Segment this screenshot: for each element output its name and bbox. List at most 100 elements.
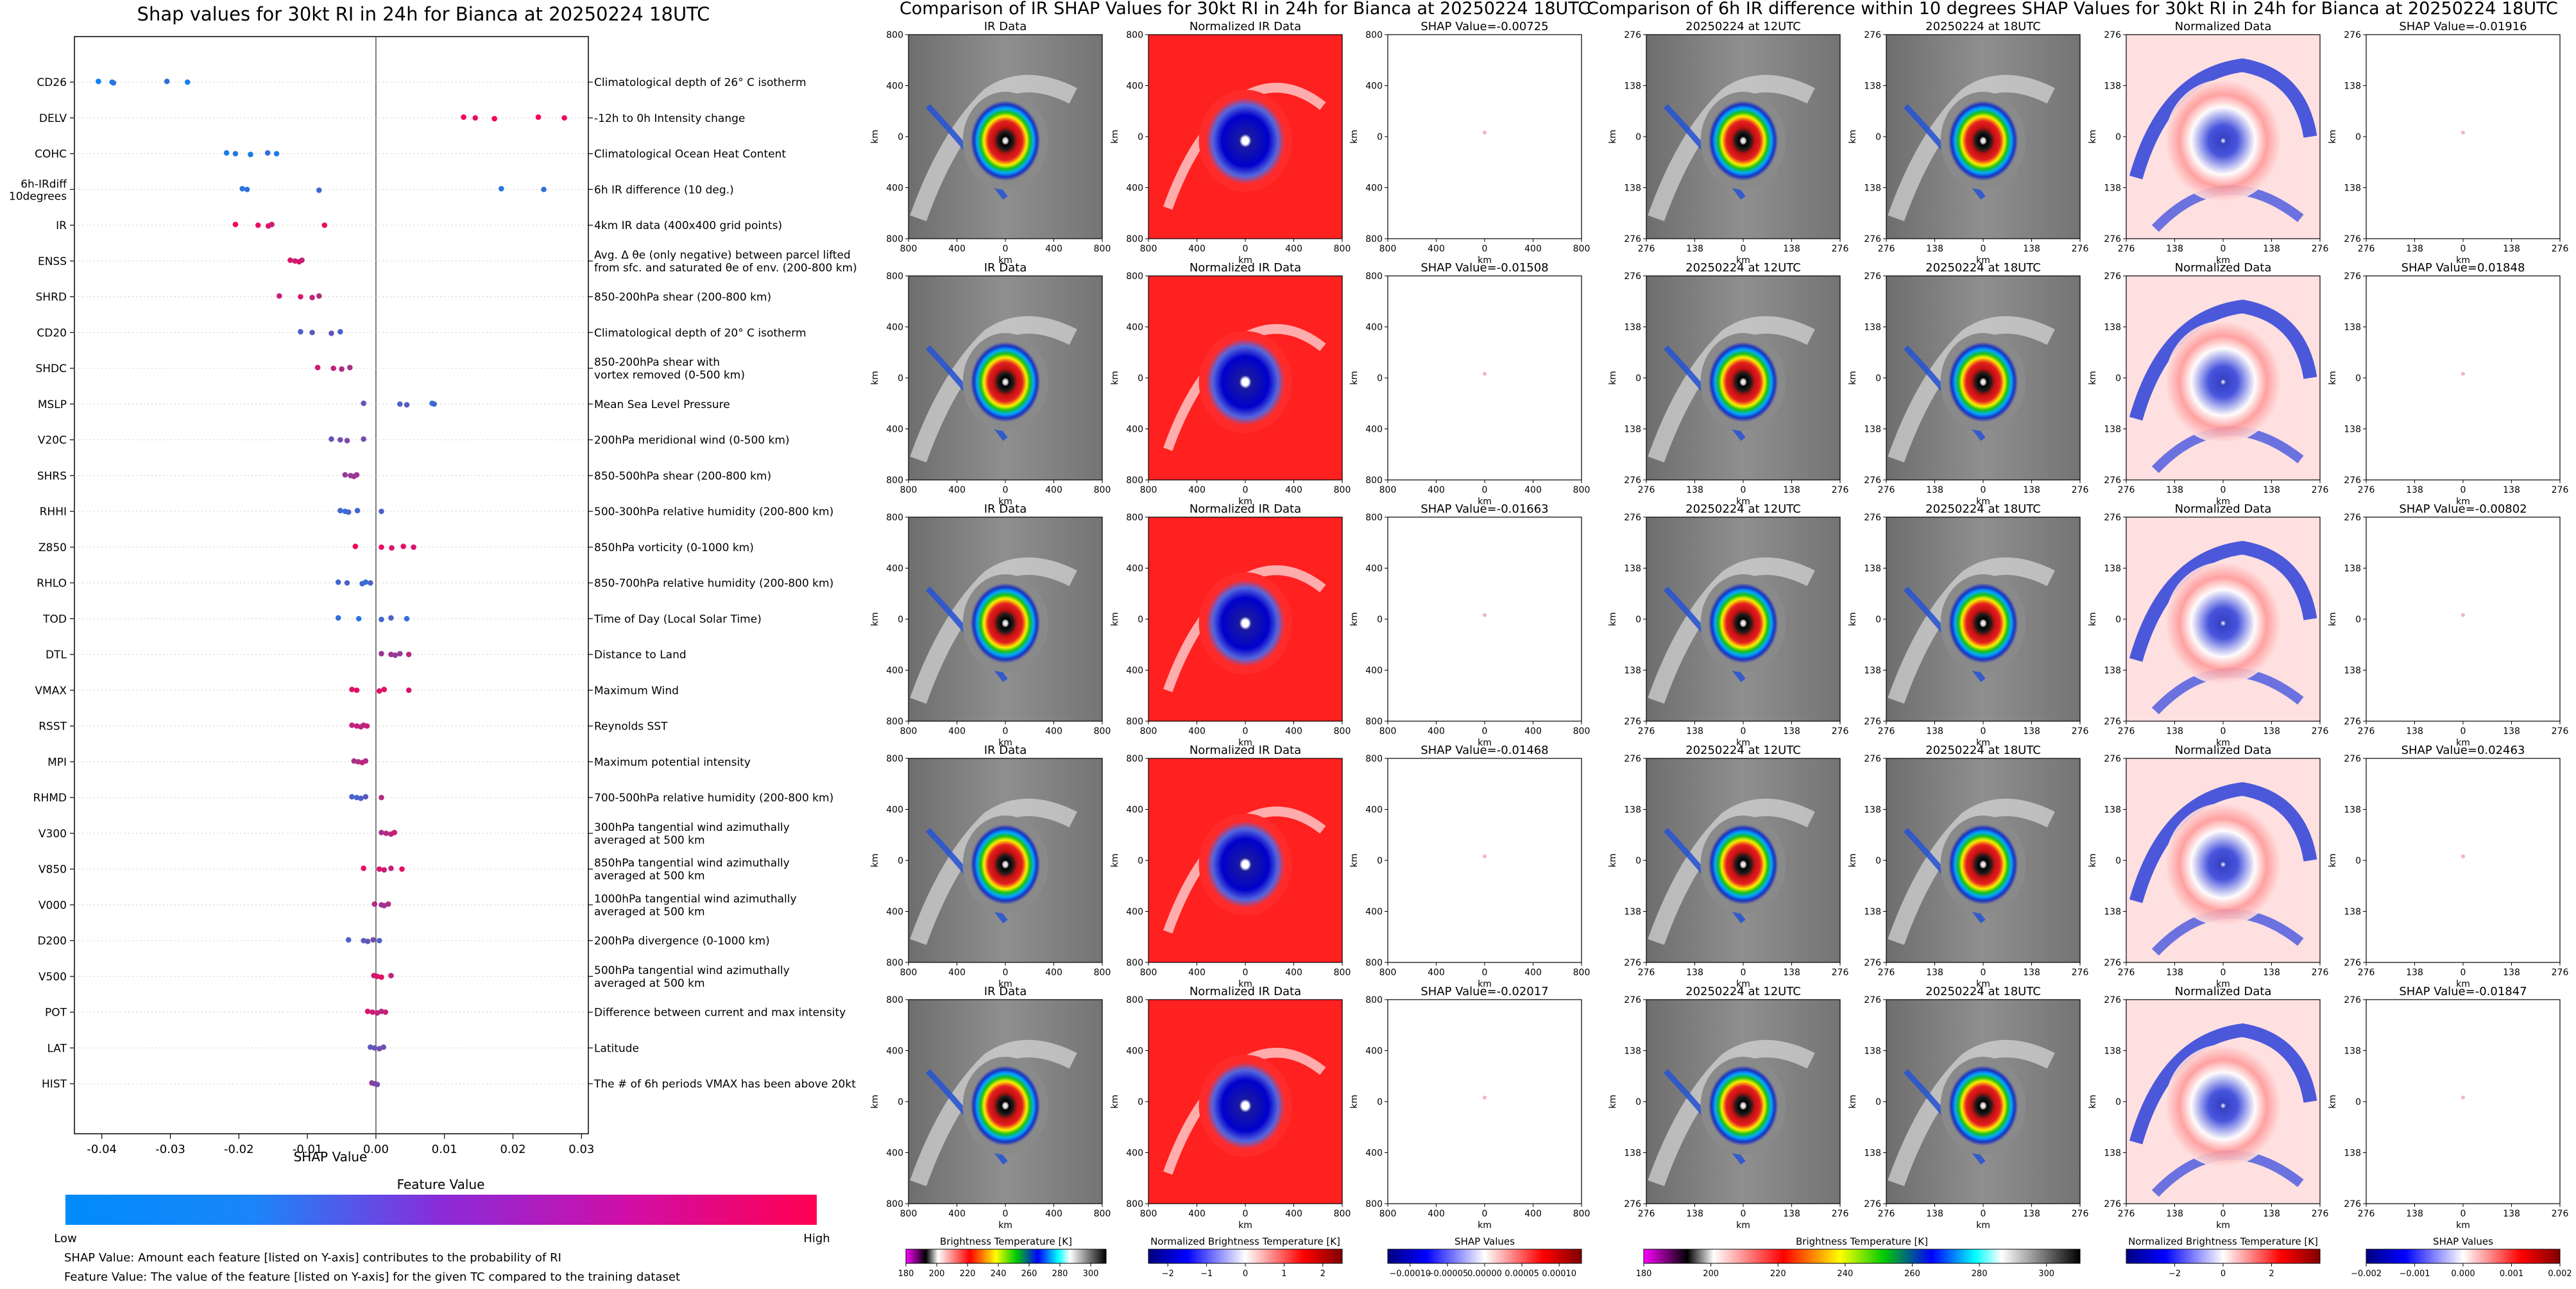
- shap-point: [371, 1045, 378, 1051]
- shap-highlight: [2461, 371, 2465, 376]
- ir-difference-section: Comparison of 6h IR difference within 10…: [1587, 0, 2572, 1279]
- panel-title: IR Data: [984, 261, 1027, 275]
- shap-x-tick-label: -0.03: [155, 1143, 185, 1156]
- panel-y-axis-label: km: [2328, 612, 2338, 626]
- panel-x-tick-label: 276: [1638, 1209, 1655, 1219]
- panel-title: Normalized Data: [2175, 985, 2272, 998]
- storm-core: [962, 92, 1048, 190]
- panel-y-tick-label: 0: [898, 132, 903, 142]
- shap-point: [255, 222, 261, 228]
- colorbar-tick-label: 0: [1243, 1269, 1248, 1279]
- panel-x-axis-label: km: [2456, 979, 2470, 989]
- shap-point: [461, 114, 466, 120]
- panel-y-tick-label: 276: [1624, 995, 1641, 1005]
- panel-x-axis-label: km: [2216, 255, 2230, 266]
- panel-x-tick-label: 800: [1140, 244, 1157, 254]
- panel-y-tick-label: 400: [1365, 805, 1383, 815]
- panel-x-tick-label: 138: [2503, 485, 2520, 495]
- panel-x-tick-label: 276: [1832, 485, 1849, 495]
- shap-highlight: [1483, 130, 1487, 135]
- panel-x-axis-label: km: [998, 255, 1012, 266]
- shap-point: [374, 1081, 380, 1088]
- panel-x-axis-label: km: [1736, 979, 1750, 989]
- panel-x-tick-label: 276: [2312, 726, 2329, 737]
- colorbar-tick-label: 0.000: [2451, 1269, 2475, 1279]
- panel-title: Normalized Data: [2175, 744, 2272, 757]
- feature-label: DTL: [46, 649, 67, 662]
- colorbar-tick-label: 0.00000: [1467, 1269, 1502, 1279]
- shap-map-background: [1388, 758, 1582, 962]
- colorbar-label: Normalized Brightness Temperature [K]: [1150, 1236, 1340, 1247]
- panel-y-tick-label: 0: [2115, 856, 2121, 866]
- panel-x-tick-label: 276: [2118, 968, 2135, 978]
- panel-title: Normalized IR Data: [1190, 261, 1301, 275]
- feature-description: Time of Day (Local Solar Time): [593, 613, 762, 626]
- colorbar-tick-label: −1: [1200, 1269, 1213, 1279]
- panel-y-tick-label: 138: [2344, 805, 2361, 815]
- panel-y-tick-label: 0: [1635, 1097, 1641, 1107]
- shap-map-background: [2366, 1000, 2560, 1204]
- feature-description: Climatological Ocean Heat Content: [594, 148, 786, 161]
- panel-title: Normalized Data: [2175, 502, 2272, 516]
- shap-point: [239, 185, 245, 192]
- colorbar-label: Brightness Temperature [K]: [1796, 1236, 1928, 1247]
- shap-point: [339, 366, 345, 372]
- feature-description: 850hPa vorticity (0-1000 km): [594, 542, 754, 554]
- shap-map-background: [2366, 35, 2560, 239]
- panel-y-tick-label: 0: [1875, 132, 1881, 142]
- panel-x-tick-label: 276: [2552, 968, 2569, 978]
- feature-label: HIST: [42, 1078, 67, 1091]
- colorbar-tick-label: 1: [1281, 1269, 1286, 1279]
- panel-x-tick-label: 138: [1783, 968, 1800, 978]
- panel-x-axis-label: km: [1736, 738, 1750, 748]
- colorbar-tick-label: 0: [2221, 1269, 2226, 1279]
- panel-y-tick-label: 0: [2355, 856, 2361, 866]
- shap-point: [371, 901, 378, 907]
- panel-x-axis-label: km: [1976, 497, 1990, 507]
- panel-y-tick-label: 276: [2104, 1199, 2121, 1209]
- panel-x-tick-label: 0: [2461, 968, 2466, 978]
- shap-point: [383, 830, 389, 837]
- shap-point: [399, 866, 405, 872]
- panel-y-tick-label: 138: [1864, 184, 1881, 194]
- shap-point: [351, 758, 357, 764]
- shap-point: [264, 150, 271, 156]
- panel-y-tick-label: 276: [2104, 475, 2121, 486]
- panel-y-tick-label: 400: [1126, 1046, 1143, 1057]
- storm-core: [1198, 89, 1292, 192]
- panel-y-tick-label: 0: [2115, 1097, 2121, 1107]
- panel-x-tick-label: 800: [1379, 244, 1397, 254]
- panel-y-tick-label: 276: [2344, 958, 2361, 968]
- feature-description: 200hPa meridional wind (0-500 km): [594, 434, 790, 447]
- feature-label: D200: [37, 935, 67, 948]
- panel-x-tick-label: 276: [1878, 1209, 1895, 1219]
- panel-x-tick-label: 0: [1741, 726, 1746, 737]
- panel-y-tick-label: 276: [1864, 995, 1881, 1005]
- panel-y-axis-label: km: [1608, 853, 1618, 867]
- feature-description: 6h IR difference (10 deg.): [594, 184, 734, 196]
- feature-description: averaged at 500 km: [594, 905, 705, 918]
- panel-y-tick-label: 800: [886, 995, 903, 1005]
- shap-point: [368, 1044, 373, 1050]
- panel-y-tick-label: 0: [1875, 373, 1881, 384]
- panel-y-tick-label: 138: [2344, 323, 2361, 333]
- panel-y-tick-label: 800: [1126, 995, 1143, 1005]
- panel-y-tick-label: 800: [1365, 234, 1383, 244]
- panel-y-tick-label: 138: [2344, 81, 2361, 92]
- shap-point: [388, 973, 394, 978]
- panel-x-tick-label: 400: [1524, 1209, 1542, 1219]
- shap-point: [321, 222, 328, 228]
- panel-x-tick-label: 800: [1140, 1209, 1157, 1219]
- shap-point: [499, 185, 504, 192]
- panel-x-axis-label: km: [1478, 738, 1492, 748]
- shap-map-background: [2366, 758, 2560, 962]
- shap-map-background: [1388, 1000, 1582, 1204]
- feature-description: Reynolds SST: [594, 721, 668, 733]
- panel-y-tick-label: 0: [2115, 615, 2121, 625]
- panel-x-tick-label: 138: [2166, 968, 2183, 978]
- panel-y-tick-label: 138: [2344, 184, 2361, 194]
